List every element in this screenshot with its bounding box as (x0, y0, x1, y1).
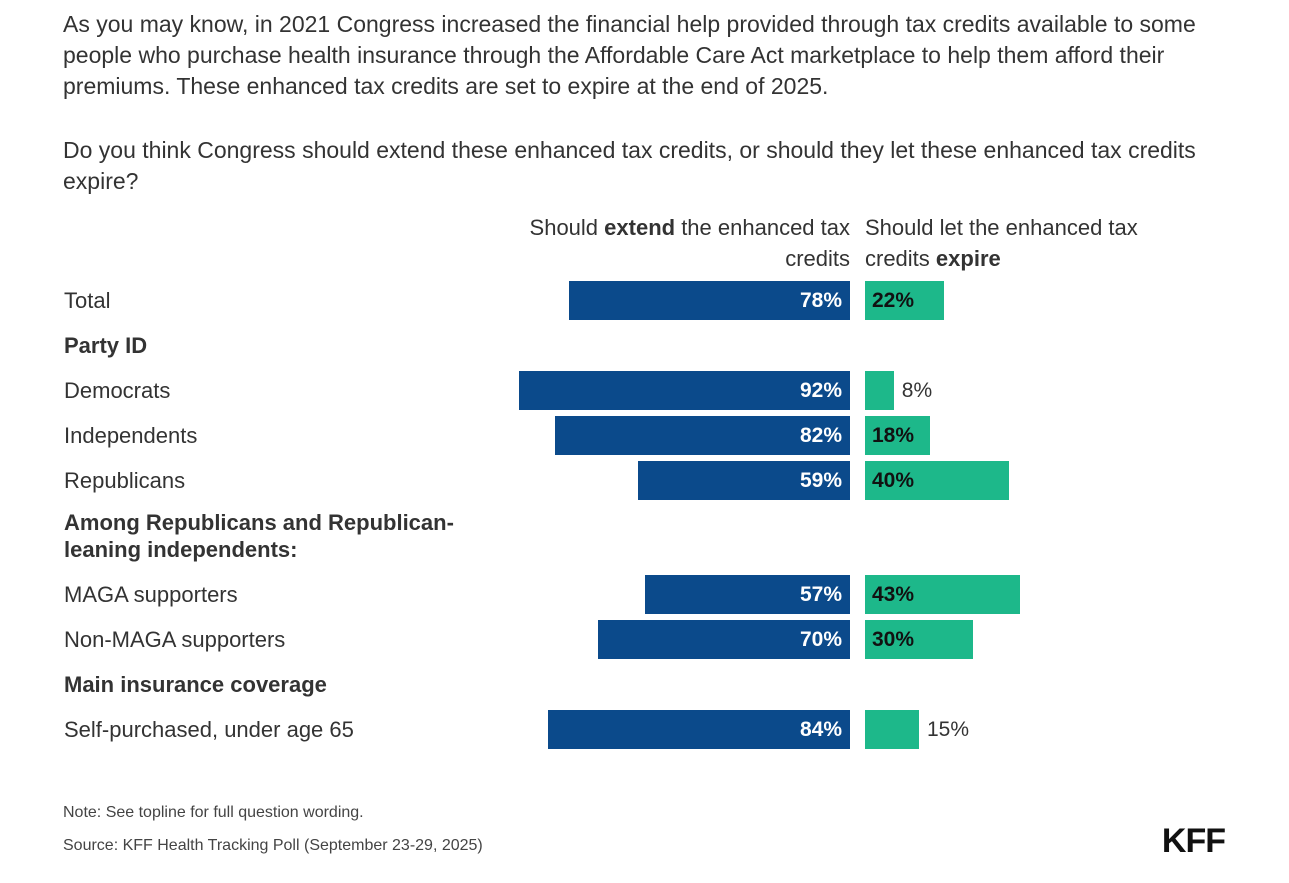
source: Source: KFF Health Tracking Poll (Septem… (63, 837, 483, 854)
label-extend: 57% (799, 583, 842, 606)
bar-extend (518, 371, 850, 410)
row-label: Democrats (64, 378, 171, 403)
question-text: Do you think Congress should extend thes… (63, 137, 1196, 194)
bar-expire (865, 416, 930, 455)
label-expire: 15% (927, 718, 970, 741)
bar-expire (865, 281, 945, 320)
label-extend: 70% (799, 628, 842, 651)
row-label: Self-purchased, under age 65 (64, 717, 354, 742)
bar-extend (598, 620, 850, 659)
bar-extend (554, 416, 850, 455)
bar-expire (865, 620, 973, 659)
bar-extend (547, 710, 850, 749)
label-expire: 22% (872, 289, 915, 312)
row-label: Non-MAGA supporters (64, 627, 286, 652)
group-label: Main insurance coverage (64, 672, 327, 697)
row-label: Total (64, 288, 111, 313)
bar-extend (644, 575, 850, 614)
bar-expire (865, 710, 919, 749)
row-label: Independents (64, 423, 198, 448)
bar-expire (865, 371, 894, 410)
bar-expire (865, 461, 1009, 500)
bar-extend (569, 281, 850, 320)
label-extend: 84% (799, 718, 842, 741)
row-label: MAGA supporters (64, 582, 238, 607)
label-extend: 59% (799, 469, 842, 492)
label-expire: 40% (872, 469, 915, 492)
row-label: Republicans (64, 468, 186, 493)
group-label: Party ID (64, 333, 148, 358)
bar-extend (637, 461, 850, 500)
label-extend: 92% (799, 379, 842, 402)
label-expire: 8% (901, 379, 933, 402)
label-expire: 30% (872, 628, 915, 651)
row-label: Among Republicans and Republican-leaning… (64, 510, 454, 562)
label-expire: 43% (872, 583, 915, 606)
kff-logo: KFF (1161, 822, 1226, 860)
intro-paragraph: As you may know, in 2021 Congress increa… (63, 11, 1196, 99)
legend-expire: Should let the enhanced tax credits expi… (865, 215, 1138, 271)
label-extend: 82% (799, 424, 842, 447)
label-extend: 78% (799, 289, 842, 312)
bar-expire (865, 575, 1020, 614)
note: Note: See topline for full question word… (63, 804, 364, 821)
legend-extend: Should extend the enhanced tax credits (529, 215, 850, 271)
label-expire: 18% (872, 424, 915, 447)
